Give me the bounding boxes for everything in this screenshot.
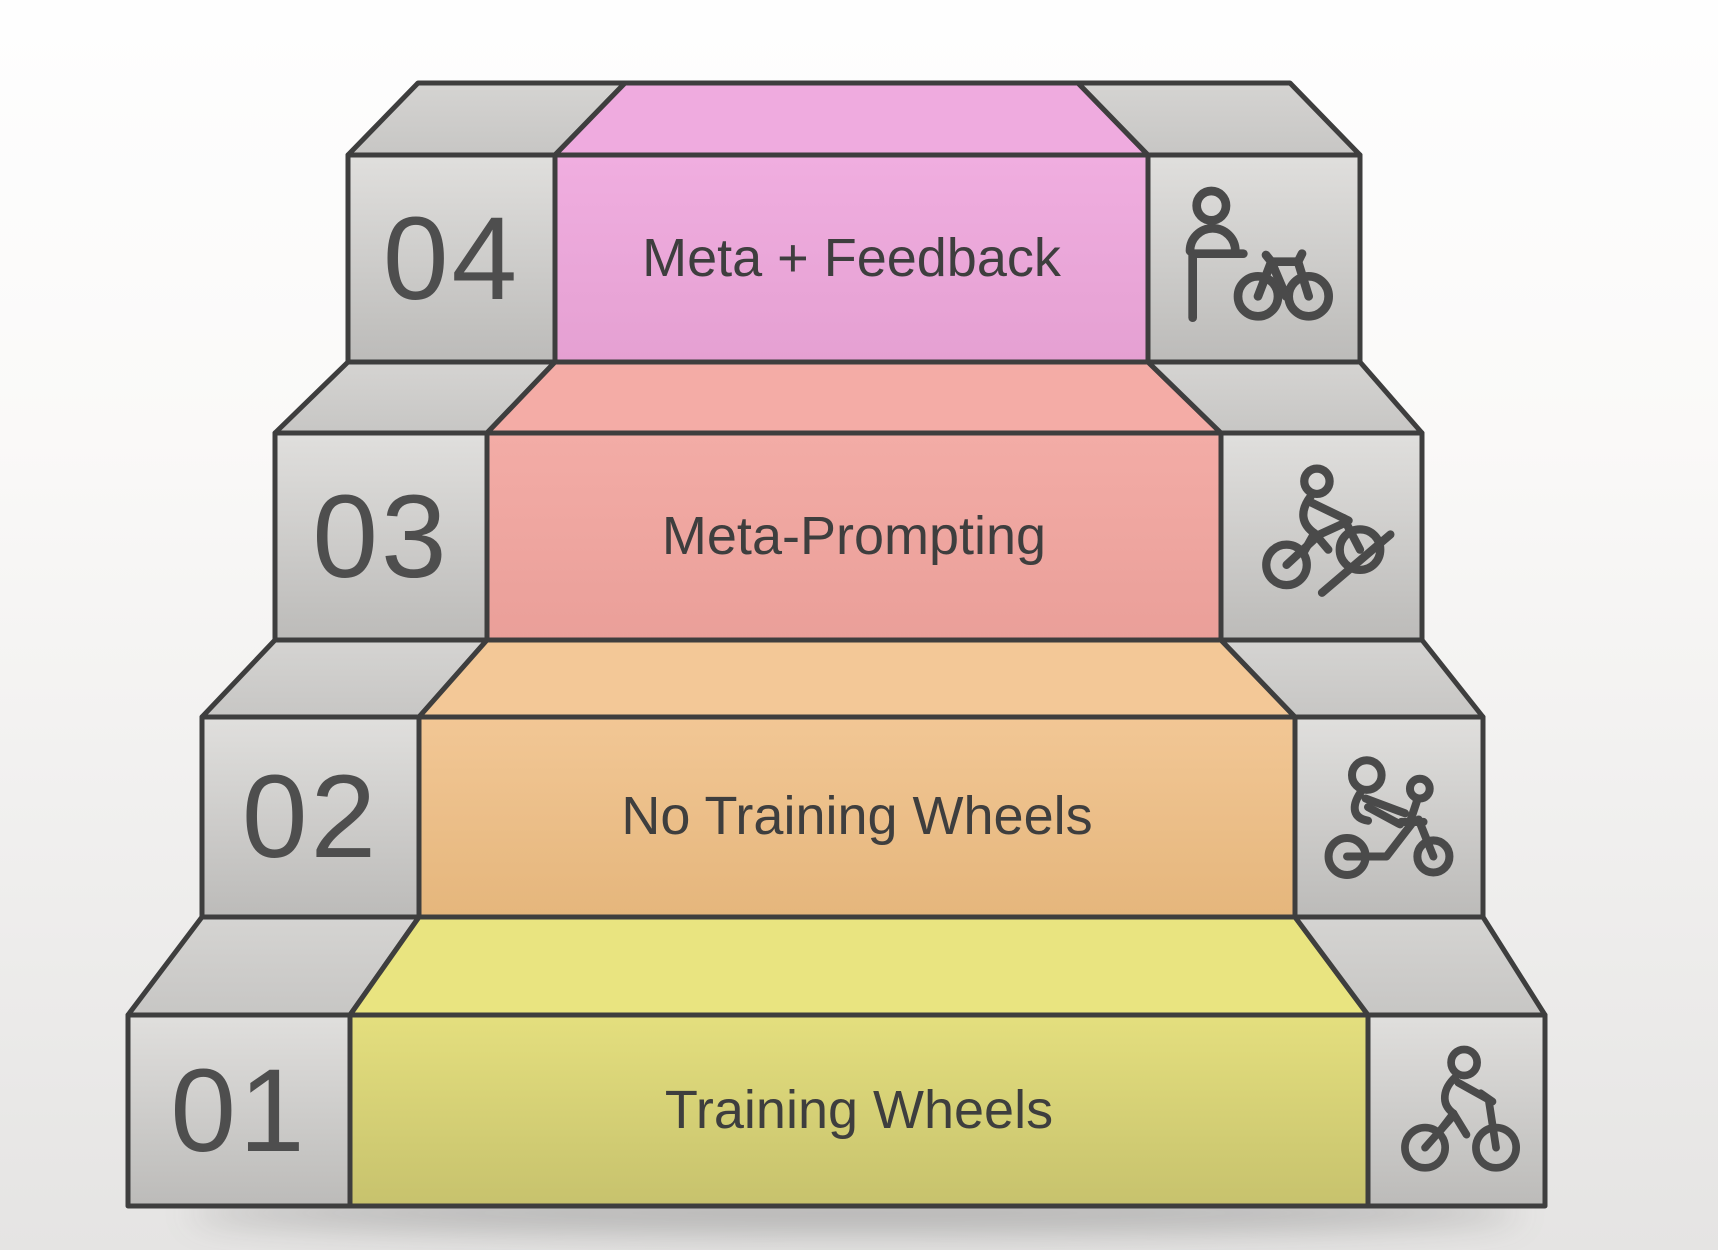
step-04-top-color-face bbox=[552, 80, 1151, 158]
step-04-icon-face bbox=[1145, 152, 1363, 365]
step-02-icon-face bbox=[1292, 714, 1486, 920]
step-04-block bbox=[345, 80, 1363, 365]
step-01-block bbox=[125, 914, 1548, 1209]
step-01-number-face bbox=[125, 1012, 353, 1209]
step-03-top-color-face bbox=[484, 359, 1224, 436]
step-02-top-color-face bbox=[416, 637, 1298, 720]
step-03-icon-face bbox=[1218, 430, 1425, 643]
step-02-number-face bbox=[199, 714, 422, 920]
step-01-label-face bbox=[347, 1012, 1371, 1209]
step-02-block bbox=[199, 637, 1486, 920]
step-04-label-face bbox=[552, 152, 1151, 365]
step-03-block bbox=[272, 359, 1425, 643]
step-02-label-face bbox=[416, 714, 1298, 920]
step-03-number-face bbox=[272, 430, 490, 643]
step-03-label-face bbox=[484, 430, 1224, 643]
step-01-icon-face bbox=[1365, 1012, 1548, 1209]
step-01-top-color-face bbox=[347, 914, 1371, 1018]
step-04-number-face bbox=[345, 152, 558, 365]
